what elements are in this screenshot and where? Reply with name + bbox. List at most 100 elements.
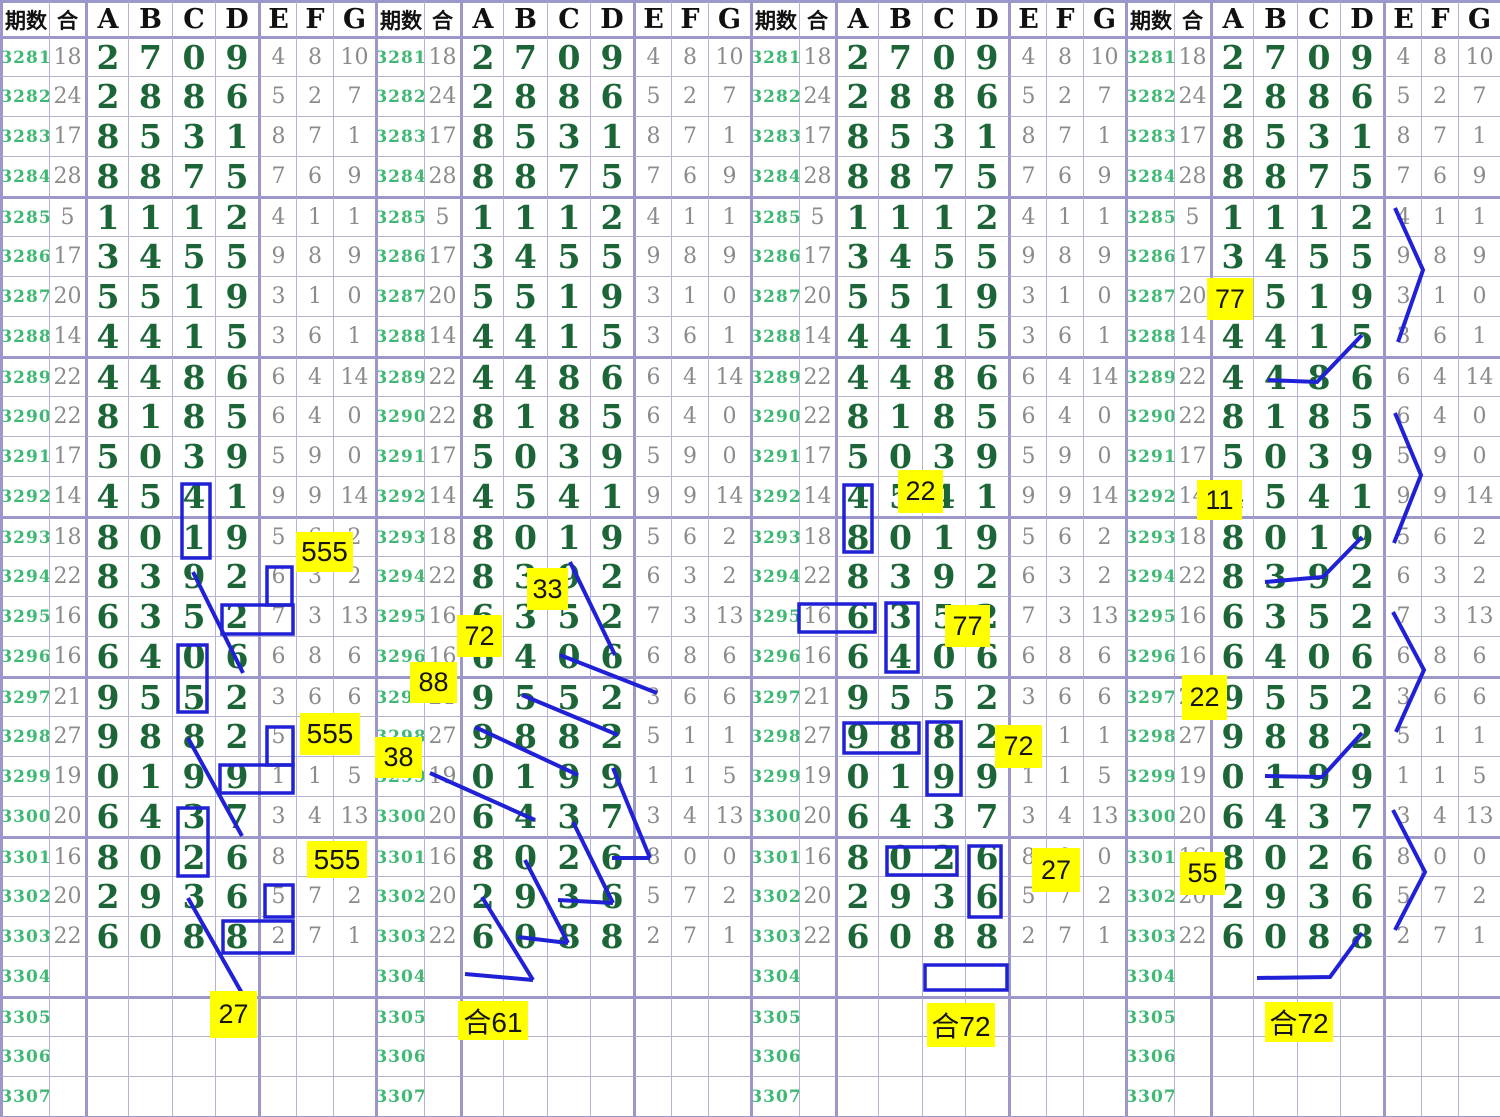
cell-B: 4 [503,236,547,276]
cell-B: 3 [878,596,922,636]
cell-G [333,956,375,996]
cell-sum [424,996,460,1036]
cell-F [1046,1036,1083,1076]
highlight-label: 77 [945,605,990,647]
cell-G: 6 [1458,676,1500,716]
cell-F: 6 [1421,676,1458,716]
cell-B: 8 [1253,156,1297,196]
cell-B: 8 [128,716,172,756]
cell-G [1083,1036,1125,1076]
cell-B: 1 [128,396,172,436]
cell-sum: 22 [799,356,835,396]
cell-B: 4 [878,636,922,676]
cell-C: 0 [547,636,590,676]
cell-A: 4 [460,316,503,356]
cell-G [1083,996,1125,1036]
cell-period: 3293 [0,516,49,556]
cell-B: 4 [878,316,922,356]
cell-B: 0 [128,516,172,556]
cell-D: 5 [965,316,1008,356]
cell-A: 9 [85,716,128,756]
cell-D: 6 [1340,356,1383,396]
cell-G: 0 [1083,396,1125,436]
cell-F [296,996,333,1036]
cell-A: 9 [835,676,878,716]
cell-sum: 28 [49,156,85,196]
cell-F: 3 [1421,596,1458,636]
cell-E [1383,1036,1421,1076]
cell-C: 1 [172,316,215,356]
cell-F: 2 [671,76,708,116]
col-header-A: A [460,0,503,36]
cell-B: 4 [878,796,922,836]
cell-E: 3 [1383,676,1421,716]
cell-B: 0 [503,916,547,956]
cell-F: 1 [296,756,333,796]
cell-sum: 5 [1174,196,1210,236]
cell-F: 1 [1046,756,1083,796]
cell-period: 3304 [375,956,424,996]
cell-sum [1174,1036,1210,1076]
cell-D [590,996,633,1036]
cell-period: 3290 [375,396,424,436]
cell-sum [424,1036,460,1076]
cell-B: 5 [878,676,922,716]
cell-E: 6 [633,636,671,676]
cell-E: 6 [258,396,296,436]
cell-C: 1 [1297,316,1340,356]
cell-sum: 14 [1174,316,1210,356]
cell-sum: 5 [424,196,460,236]
cell-A: 5 [835,436,878,476]
cell-A: 4 [1210,356,1253,396]
cell-G: 14 [1083,476,1125,516]
cell-E: 6 [258,556,296,596]
cell-E: 8 [1008,116,1046,156]
cell-E: 4 [1008,196,1046,236]
cell-B: 3 [1253,596,1297,636]
cell-B: 5 [128,116,172,156]
cell-C: 9 [1297,756,1340,796]
cell-A: 6 [85,796,128,836]
cell-E: 5 [633,876,671,916]
cell-F: 6 [671,516,708,556]
cell-A [85,1076,128,1116]
cell-D: 9 [1340,436,1383,476]
cell-G [708,1036,750,1076]
col-header-sum: 合 [49,0,85,36]
cell-B: 5 [503,276,547,316]
cell-B [503,1036,547,1076]
cell-C: 5 [1297,596,1340,636]
cell-E: 6 [1383,636,1421,676]
cell-C: 3 [1297,876,1340,916]
cell-F: 7 [296,876,333,916]
cell-A: 6 [835,796,878,836]
cell-B: 8 [878,76,922,116]
cell-D [1340,996,1383,1036]
cell-E: 5 [633,516,671,556]
cell-A [460,956,503,996]
col-header-D: D [215,0,258,36]
cell-D: 2 [215,716,258,756]
cell-A: 8 [835,156,878,196]
cell-A: 5 [85,436,128,476]
cell-F: 3 [296,596,333,636]
cell-C: 1 [922,516,965,556]
cell-B [128,956,172,996]
cell-F: 8 [1046,636,1083,676]
cell-D: 6 [965,836,1008,876]
cell-period: 3296 [750,636,799,676]
cell-D: 6 [215,876,258,916]
cell-G: 10 [708,36,750,76]
cell-period: 3298 [750,716,799,756]
cell-C: 8 [1297,916,1340,956]
cell-sum: 17 [424,236,460,276]
cell-F: 0 [671,836,708,876]
cell-E: 1 [1383,756,1421,796]
cell-sum: 22 [424,396,460,436]
cell-sum: 18 [424,36,460,76]
cell-C: 8 [172,916,215,956]
cell-D: 9 [965,276,1008,316]
cell-A: 5 [85,276,128,316]
highlight-label: 22 [898,470,943,513]
